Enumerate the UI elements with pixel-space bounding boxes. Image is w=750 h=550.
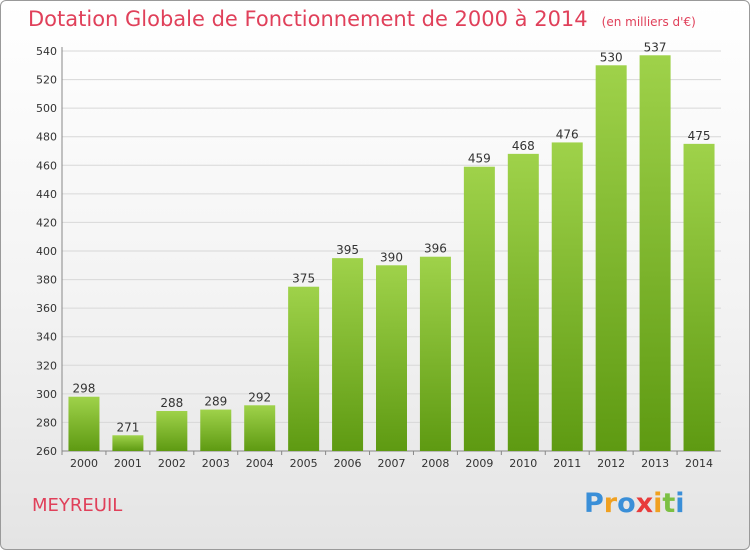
y-tick-label: 540 <box>36 45 57 58</box>
bar-2002 <box>156 411 188 451</box>
bar-2011 <box>551 142 583 451</box>
bar-value-label: 395 <box>336 243 359 257</box>
y-tick-label: 480 <box>36 131 57 144</box>
x-tick-label: 2012 <box>597 457 625 470</box>
y-tick-label: 300 <box>36 388 57 401</box>
bar-value-label: 459 <box>468 152 491 166</box>
bar-2014 <box>683 143 715 451</box>
y-tick-label: 360 <box>36 302 57 315</box>
bar-value-label: 375 <box>292 272 315 286</box>
x-tick-label: 2011 <box>553 457 581 470</box>
logo-letter: o <box>617 488 636 519</box>
x-tick-label: 2002 <box>158 457 186 470</box>
bar-2006 <box>332 258 364 451</box>
y-tick-label: 400 <box>36 245 57 258</box>
bar-value-label: 475 <box>688 129 711 143</box>
bar-value-label: 537 <box>644 40 667 54</box>
chart-title: Dotation Globale de Fonctionnement de 20… <box>28 7 696 31</box>
chart-subtitle: (en milliers d'€) <box>601 15 696 29</box>
bar-2004 <box>244 405 276 451</box>
bar-2009 <box>463 166 495 451</box>
bar-2010 <box>507 153 539 451</box>
x-tick-label: 2003 <box>202 457 230 470</box>
x-tick-label: 2007 <box>378 457 406 470</box>
bar-2000 <box>68 396 100 451</box>
x-tick-label: 2013 <box>641 457 669 470</box>
bar-value-label: 396 <box>424 242 447 256</box>
bar-2012 <box>595 65 627 452</box>
y-tick-label: 440 <box>36 188 57 201</box>
y-tick-label: 320 <box>36 359 57 372</box>
logo-letter: r <box>603 488 618 519</box>
commune-name: MEYREUIL <box>32 495 123 516</box>
x-axis: 2000 2001 2002 2003 2004 2005 2006 2007 2008 2009… <box>61 451 713 470</box>
bar-value-label: 476 <box>556 127 579 141</box>
y-tick-label: 380 <box>36 274 57 287</box>
bar-value-label: 292 <box>248 390 271 404</box>
logo-letter: P <box>584 488 604 519</box>
bar-2013 <box>639 55 671 452</box>
logo-letter: t <box>662 488 676 519</box>
x-tick-label: 2001 <box>114 457 142 470</box>
bar-2008 <box>419 256 451 451</box>
logo-letter: i <box>675 488 685 519</box>
y-tick-label: 520 <box>36 74 57 87</box>
bar-value-label: 298 <box>73 382 96 396</box>
y-tick-label: 500 <box>36 102 57 115</box>
x-tick-label: 2000 <box>70 457 98 470</box>
logo-letter: x <box>635 488 654 519</box>
bar-2001 <box>112 435 144 451</box>
bar-2005 <box>288 286 320 451</box>
proxiti-logo: Proxiti <box>584 488 685 519</box>
x-tick-label: 2014 <box>685 457 713 470</box>
bars: 298 271 288 289 292 375 395 390 396 459 468 476 530 5… <box>68 40 715 452</box>
y-tick-label: 280 <box>36 416 57 429</box>
bar-value-label: 530 <box>600 50 623 64</box>
y-tick-label: 260 <box>36 445 57 458</box>
y-tick-label: 340 <box>36 331 57 344</box>
y-tick-label: 420 <box>36 216 57 229</box>
x-tick-label: 2006 <box>334 457 362 470</box>
bar-value-label: 468 <box>512 139 535 153</box>
bar-value-label: 390 <box>380 250 403 264</box>
bar-2007 <box>376 265 407 451</box>
x-tick-label: 2004 <box>246 457 274 470</box>
bar-value-label: 271 <box>116 420 139 434</box>
bar-value-label: 289 <box>204 395 227 409</box>
bar-2003 <box>200 409 232 451</box>
logo-letter: i <box>653 488 663 519</box>
y-tick-label: 460 <box>36 159 57 172</box>
x-tick-label: 2009 <box>465 457 493 470</box>
x-tick-label: 2010 <box>509 457 537 470</box>
bar-value-label: 288 <box>160 396 183 410</box>
x-tick-label: 2008 <box>421 457 449 470</box>
x-tick-label: 2005 <box>290 457 318 470</box>
